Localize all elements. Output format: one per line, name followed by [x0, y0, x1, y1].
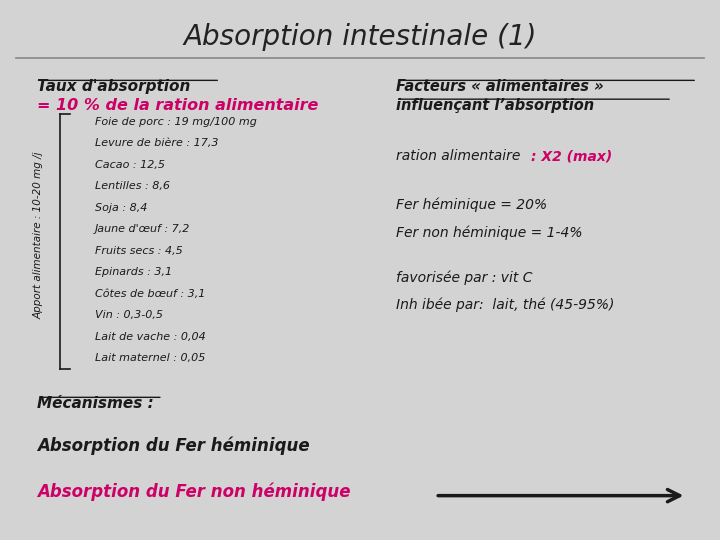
Text: Côtes de bœuf : 3,1: Côtes de bœuf : 3,1: [94, 289, 205, 299]
Text: Cacao : 12,5: Cacao : 12,5: [94, 160, 165, 170]
Text: Fer héminique = 20%: Fer héminique = 20%: [396, 198, 547, 212]
Text: Absorption du Fer héminique: Absorption du Fer héminique: [37, 436, 310, 455]
Text: Lentilles : 8,6: Lentilles : 8,6: [94, 181, 170, 191]
Text: Apport alimentaire : 10-20 mg /j: Apport alimentaire : 10-20 mg /j: [34, 151, 44, 319]
Text: Soja : 8,4: Soja : 8,4: [94, 203, 147, 213]
Text: Foie de porc : 19 mg/100 mg: Foie de porc : 19 mg/100 mg: [94, 117, 256, 127]
Text: Inh ibée par:  lait, thé (45-95%): Inh ibée par: lait, thé (45-95%): [396, 298, 614, 313]
Text: Lait de vache : 0,04: Lait de vache : 0,04: [94, 332, 205, 342]
Text: Lait maternel : 0,05: Lait maternel : 0,05: [94, 353, 205, 363]
Text: Levure de bière : 17,3: Levure de bière : 17,3: [94, 138, 218, 149]
Text: Jaune d'œuf : 7,2: Jaune d'œuf : 7,2: [94, 224, 190, 234]
Text: Facteurs « alimentaires »: Facteurs « alimentaires »: [396, 79, 603, 94]
Text: Mécanismes :: Mécanismes :: [37, 396, 154, 411]
Text: Absorption intestinale (1): Absorption intestinale (1): [184, 23, 536, 51]
Text: Fruits secs : 4,5: Fruits secs : 4,5: [94, 246, 182, 256]
Text: : X2 (max): : X2 (max): [531, 149, 612, 163]
Text: Fer non héminique = 1-4%: Fer non héminique = 1-4%: [396, 225, 582, 240]
Text: = 10 % de la ration alimentaire: = 10 % de la ration alimentaire: [37, 98, 319, 113]
Text: favorisée par : vit C: favorisée par : vit C: [396, 270, 532, 285]
Text: Vin : 0,3-0,5: Vin : 0,3-0,5: [94, 310, 163, 320]
Text: ration alimentaire: ration alimentaire: [396, 149, 525, 163]
Text: influençant l’absorption: influençant l’absorption: [396, 98, 594, 113]
Text: Absorption du Fer non héminique: Absorption du Fer non héminique: [37, 482, 351, 501]
Text: Epinards : 3,1: Epinards : 3,1: [94, 267, 172, 278]
Text: Taux d'absorption: Taux d'absorption: [37, 79, 191, 94]
